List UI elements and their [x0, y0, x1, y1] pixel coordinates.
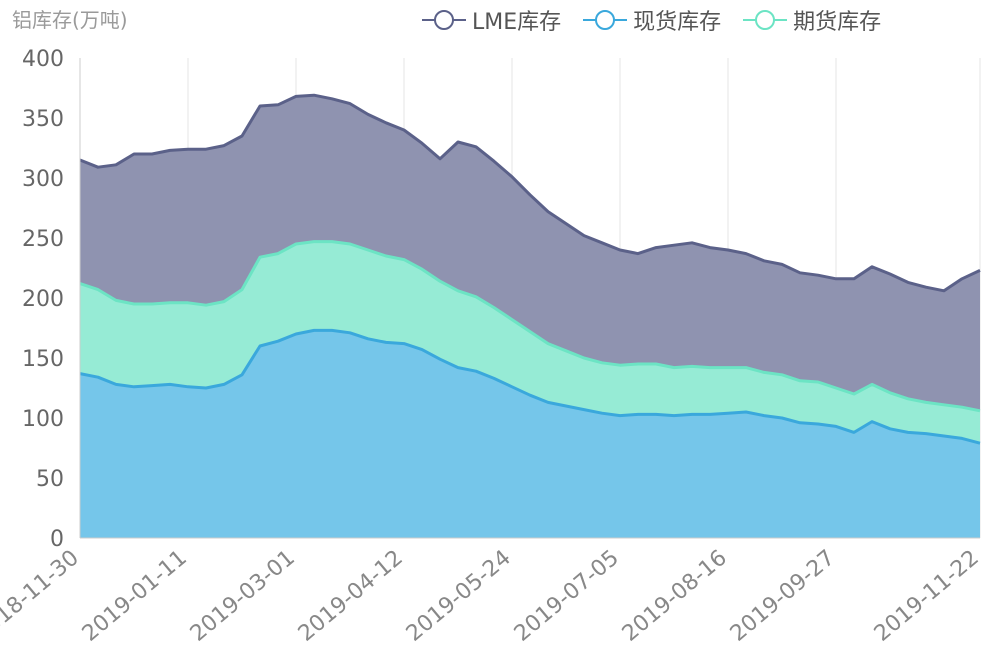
- y-tick-label: 100: [22, 407, 64, 432]
- y-tick-label: 400: [22, 47, 64, 72]
- legend-swatch-lme-icon: [422, 10, 466, 30]
- y-tick-label: 350: [22, 107, 64, 132]
- y-tick-label: 150: [22, 347, 64, 372]
- legend-swatch-spot-icon: [583, 10, 628, 30]
- area-1: [80, 330, 980, 538]
- x-tick-label: 2019-09-27: [726, 545, 840, 646]
- x-tick-label: 2019-04-12: [294, 545, 408, 646]
- series-line-1: [79, 328, 981, 445]
- y-tick-label: 300: [22, 167, 64, 192]
- x-tick-label: 2019-08-16: [618, 545, 732, 646]
- legend-item-spot[interactable]: 现货库存: [583, 4, 721, 36]
- legend-item-futures[interactable]: 期货库存: [743, 4, 881, 36]
- y-tick-label: 200: [22, 287, 64, 312]
- legend-label-futures: 期货库存: [793, 10, 882, 35]
- legend-swatch-futures-icon: [743, 10, 788, 30]
- y-axis-title: 铝库存(万吨): [12, 8, 128, 32]
- legend: LME库存 现货库存 期货库存: [422, 4, 881, 36]
- x-tick-label: 2019-11-22: [870, 545, 984, 646]
- legend-item-lme[interactable]: LME库存: [422, 4, 561, 36]
- y-tick-label: 250: [22, 227, 64, 252]
- legend-label-lme: LME库存: [472, 10, 562, 35]
- series-line-0: [79, 93, 981, 293]
- y-tick-label: 0: [50, 527, 64, 552]
- y-tick-label: 50: [36, 467, 64, 492]
- legend-label-spot: 现货库存: [633, 10, 722, 35]
- x-tick-label: 2019-01-11: [78, 545, 192, 646]
- x-tick-label: 2019-07-05: [510, 545, 624, 646]
- x-tick-label: 2018-11-30: [0, 545, 84, 646]
- x-tick-label: 2019-03-01: [186, 545, 300, 646]
- series-line-2: [79, 240, 981, 413]
- x-tick-label: 2019-05-24: [402, 545, 516, 646]
